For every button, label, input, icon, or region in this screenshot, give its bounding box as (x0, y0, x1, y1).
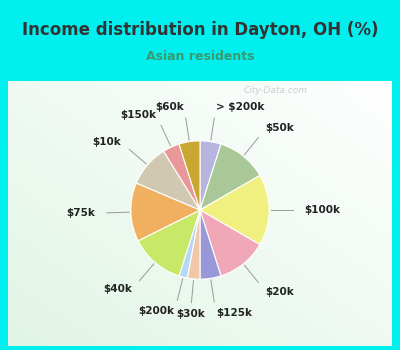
Text: Asian residents: Asian residents (146, 49, 254, 63)
Text: $150k: $150k (120, 110, 156, 120)
Text: $75k: $75k (66, 208, 96, 218)
Wedge shape (187, 210, 200, 279)
Wedge shape (179, 210, 200, 278)
Text: $50k: $50k (266, 124, 294, 133)
Text: $40k: $40k (103, 285, 132, 294)
Wedge shape (138, 210, 200, 276)
Text: $30k: $30k (176, 309, 205, 319)
Wedge shape (200, 210, 260, 276)
Wedge shape (131, 183, 200, 241)
Text: Income distribution in Dayton, OH (%): Income distribution in Dayton, OH (%) (22, 21, 378, 39)
Text: $200k: $200k (138, 307, 174, 316)
Wedge shape (200, 141, 221, 210)
Text: $125k: $125k (216, 308, 252, 319)
Wedge shape (164, 144, 200, 210)
Text: $60k: $60k (155, 102, 184, 112)
Text: > $200k: > $200k (216, 102, 264, 112)
Wedge shape (200, 144, 260, 210)
Text: $100k: $100k (305, 205, 341, 215)
Wedge shape (200, 175, 269, 245)
Wedge shape (200, 210, 221, 279)
Text: City-Data.com: City-Data.com (243, 86, 307, 95)
Wedge shape (136, 151, 200, 210)
Text: $10k: $10k (92, 137, 120, 147)
Text: $20k: $20k (266, 287, 294, 296)
Wedge shape (179, 141, 200, 210)
